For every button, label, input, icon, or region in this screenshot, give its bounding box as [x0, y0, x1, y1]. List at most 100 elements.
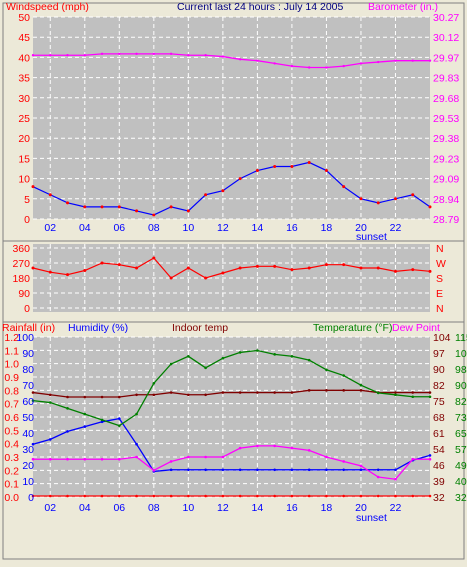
hour-tick-label: 08: [148, 502, 160, 514]
wind-direction-point: [324, 263, 328, 267]
dewpoint-point: [221, 455, 225, 459]
indoor-temp-point: [411, 391, 415, 394]
humidity-tick-label: 0: [28, 492, 34, 504]
rain-tick-label: 0.9: [4, 372, 19, 384]
indoor-temp-tick-label: 46: [433, 460, 445, 472]
winddir-tick-label: 90: [18, 288, 30, 300]
humidity-point: [100, 420, 104, 424]
wind-tick-label: 35: [18, 73, 30, 85]
hour-tick-label: 14: [252, 222, 264, 234]
dewpoint-point: [31, 457, 35, 461]
humidity-point: [376, 468, 380, 472]
wind-direction-point: [186, 266, 190, 270]
rain-tick-label: 1.2: [4, 332, 19, 344]
wind-tick-label: 20: [18, 133, 30, 145]
windspeed-point: [169, 205, 173, 209]
rainfall-point: [100, 494, 104, 498]
hour-tick-label: 18: [321, 222, 333, 234]
humidity-point: [342, 468, 345, 472]
winddir-tick-label: 0: [24, 303, 30, 315]
indoor-temp-tick-label: 68: [433, 412, 445, 424]
rainfall-point: [152, 494, 156, 498]
indoor-temp-point: [100, 395, 104, 399]
windspeed-point: [204, 193, 208, 197]
barometer-point: [238, 58, 242, 61]
humidity-tick-label: 20: [22, 460, 34, 472]
barometer-point: [377, 60, 380, 64]
temperature-tick-label: 32: [455, 492, 467, 504]
rainfall-point: [394, 494, 397, 498]
wind-direction-point: [31, 266, 35, 270]
indoor-temp-point: [359, 389, 363, 392]
indoor-temp-tick-label: 82: [433, 380, 445, 392]
barometer-point: [256, 59, 259, 62]
barometer-point: [204, 54, 207, 57]
barometer-point: [169, 52, 173, 56]
hour-tick-label: 04: [79, 222, 91, 234]
barometer-point: [83, 54, 86, 57]
windspeed-point: [152, 213, 156, 217]
wind-direction-point: [290, 268, 294, 272]
hour-tick-label: 02: [44, 502, 56, 514]
hour-tick-label: 08: [148, 222, 160, 234]
windspeed-point: [428, 205, 432, 209]
hour-tick-label: 20: [355, 222, 367, 234]
windspeed-point: [117, 205, 121, 209]
humidity-axis-title: Humidity (%): [68, 322, 128, 334]
humidity-point: [238, 468, 242, 472]
hour-tick-label: 12: [217, 222, 229, 234]
hour-tick-label: 10: [183, 502, 195, 514]
barometer-point: [307, 66, 311, 69]
windspeed-point: [221, 189, 225, 193]
temperature-point: [238, 351, 242, 354]
indoor-temp-tick-label: 90: [433, 364, 445, 376]
winddir-tick-label: 180: [12, 273, 30, 285]
rainfall-point: [376, 494, 380, 498]
barometer-point: [118, 52, 121, 56]
wind-direction-point: [135, 266, 139, 270]
temperature-tick-label: 73: [455, 412, 467, 424]
wind-direction-point: [221, 271, 225, 275]
dewpoint-point: [66, 457, 69, 461]
temperature-point: [307, 358, 311, 362]
rainfall-point: [204, 494, 207, 498]
temperature-point: [31, 399, 35, 402]
temperature-point: [342, 374, 345, 377]
wind-tick-label: 30: [18, 93, 30, 105]
temperature-point: [411, 395, 415, 399]
bottom-panel: 1.21.11.00.90.80.70.60.50.40.30.20.10.01…: [2, 321, 467, 560]
humidity-point: [48, 438, 52, 441]
barometer-point: [66, 54, 69, 57]
dewpoint-axis-title: Dew Point: [392, 322, 440, 334]
temperature-point: [118, 424, 121, 427]
top-panel: 5045403530252015105030.2730.1229.9729.83…: [2, 1, 465, 243]
dewpoint-point: [290, 446, 294, 450]
windspeed-point: [273, 164, 277, 168]
windspeed-point: [186, 209, 190, 213]
wind-direction-point: [428, 269, 432, 273]
rain-tick-label: 1.1: [4, 345, 19, 357]
rain-tick-label: 1.0: [4, 359, 19, 371]
humidity-point: [118, 417, 121, 420]
indoor-temp-point: [66, 395, 69, 399]
windspeed-series-line: [32, 161, 431, 216]
indoor-temp-point: [273, 391, 276, 394]
windspeed-point: [324, 169, 328, 173]
indoor-temp-point: [187, 393, 190, 397]
dewpoint-point: [169, 460, 173, 463]
humidity-point: [187, 468, 190, 472]
wind-tick-label: 5: [24, 194, 30, 206]
temperature-point: [273, 353, 276, 356]
indoor-temp-tick-label: 97: [433, 348, 445, 360]
hour-tick-label: 12: [217, 502, 229, 514]
temperature-point: [428, 395, 432, 399]
wind-tick-label: 40: [18, 52, 30, 64]
dewpoint-point: [394, 477, 397, 481]
indoor-temp-point: [256, 391, 259, 394]
barometer-tick-label: 29.38: [433, 133, 459, 145]
indoor-temp-series-line: [32, 389, 430, 398]
humidity-point: [135, 442, 138, 446]
barometer-point: [221, 55, 225, 58]
wind-direction-point: [238, 266, 242, 270]
humidity-tick-label: 10: [22, 476, 34, 488]
